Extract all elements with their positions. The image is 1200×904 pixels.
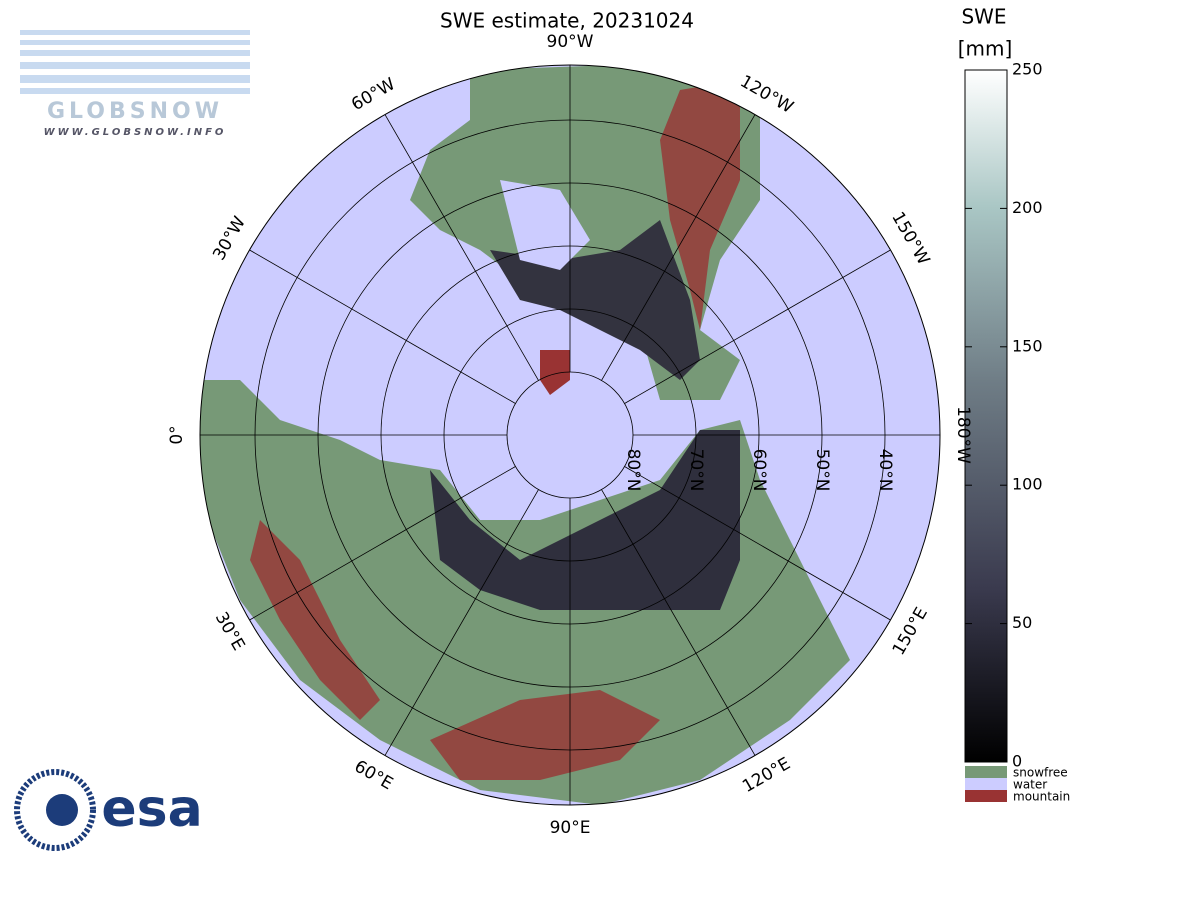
meridian-label: 180°W xyxy=(953,406,973,464)
esa-text: esa xyxy=(101,779,202,839)
colorbar-ramp xyxy=(964,69,1008,763)
meridian-label: 30°E xyxy=(211,609,249,654)
graticule xyxy=(199,64,941,806)
meridian xyxy=(249,466,516,621)
colorbar-tick-label: 250 xyxy=(1012,60,1043,79)
meridian xyxy=(601,489,756,756)
logo-url: WWW.GLOBSNOW.INFO xyxy=(44,127,227,138)
colorbar-tick-label: 50 xyxy=(1012,613,1032,632)
meridian xyxy=(249,249,516,404)
legend-label: water xyxy=(1013,778,1047,792)
meridian xyxy=(384,489,539,756)
map-border xyxy=(199,64,941,806)
meridian-label: 30°W xyxy=(209,213,250,264)
meridian-label: 90°E xyxy=(550,818,591,838)
meridian xyxy=(624,249,891,404)
title: SWE estimate, 20231024 xyxy=(440,9,694,33)
legend-label: mountain xyxy=(1013,790,1070,804)
legend-swatch xyxy=(965,766,1007,778)
parallel-label: 80°N xyxy=(623,449,643,492)
globsnow-logo: GLOBSNOW WWW.GLOBSNOW.INFO xyxy=(20,30,250,138)
meridian xyxy=(384,114,539,381)
map xyxy=(199,64,941,806)
legend-label: snowfree xyxy=(1013,766,1068,780)
meridian-label: 60°E xyxy=(351,756,396,794)
colorbar-tick-label: 150 xyxy=(1012,336,1043,355)
colorbar: SWE [mm] xyxy=(958,5,1013,763)
parallel-label: 50°N xyxy=(812,449,832,492)
esa-logo: esa xyxy=(14,769,203,851)
meridian-label: 60°W xyxy=(348,74,399,115)
legend-swatch xyxy=(965,790,1007,802)
meridian-label: 0° xyxy=(167,425,187,444)
meridian xyxy=(624,466,891,621)
colorbar-tick-label: 0 xyxy=(1012,752,1022,771)
land xyxy=(200,65,850,805)
colorbar-tick-label: 100 xyxy=(1012,475,1043,494)
colorbar-tick-label: 200 xyxy=(1012,198,1043,217)
colorbar-unit: [mm] xyxy=(958,37,1013,61)
parallel-label: 60°N xyxy=(749,449,769,492)
parallel-label: 40°N xyxy=(875,449,895,492)
meridian-label: 90°W xyxy=(547,32,594,52)
meridian xyxy=(601,114,756,381)
parallel-label: 70°N xyxy=(686,449,706,492)
colorbar-title: SWE xyxy=(961,5,1006,29)
logo-text: GLOBSNOW xyxy=(47,99,223,124)
legend-swatch xyxy=(965,778,1007,790)
